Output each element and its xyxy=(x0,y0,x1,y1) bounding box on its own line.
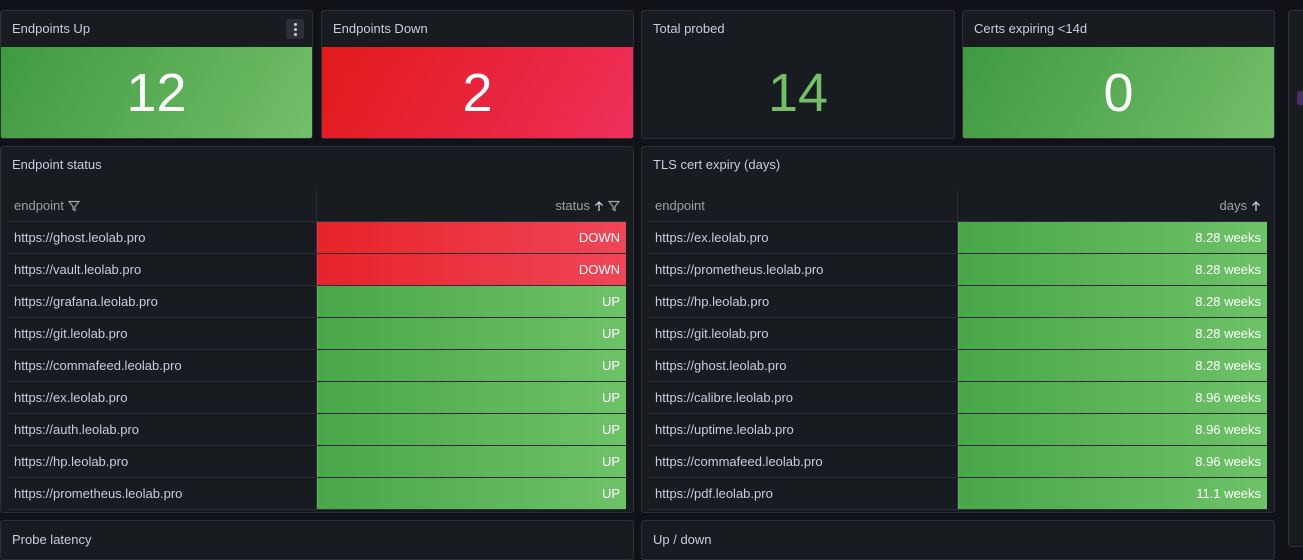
filter-icon[interactable] xyxy=(67,200,80,212)
column-label: endpoint xyxy=(655,197,705,213)
endpoint-cell: https://commafeed.leolab.pro xyxy=(649,445,958,478)
days-cell: 11.1 weeks xyxy=(957,477,1267,510)
column-header-status[interactable]: status xyxy=(316,190,626,222)
table-row: https://hp.leolab.pro UP xyxy=(8,445,626,478)
tls-cert-expiry-panel: TLS cert expiry (days) endpoint days htt… xyxy=(641,146,1275,513)
sort-ascending-icon xyxy=(595,201,603,212)
endpoint-cell: https://git.leolab.pro xyxy=(649,317,958,350)
panel-menu-button[interactable] xyxy=(286,19,304,39)
endpoint-cell: https://ghost.leolab.pro xyxy=(8,221,317,254)
endpoint-status-panel: Endpoint status endpoint status https://… xyxy=(0,146,634,513)
column-label: days xyxy=(1219,197,1247,213)
days-cell: 8.96 weeks xyxy=(957,381,1267,414)
stat-panel-total-probed: Total probed 14 xyxy=(641,10,955,139)
panel-title: Endpoints Down xyxy=(333,21,428,36)
side-panel-toggle[interactable] xyxy=(1297,91,1303,105)
stat-value: 14 xyxy=(767,62,829,123)
days-cell: 8.96 weeks xyxy=(957,413,1267,446)
endpoint-cell: https://ghost.leolab.pro xyxy=(649,349,958,382)
panel-title: Certs expiring <14d xyxy=(974,21,1088,36)
more-vertical-icon xyxy=(293,22,297,37)
stat-value: 2 xyxy=(322,47,633,138)
column-header-endpoint[interactable]: endpoint xyxy=(8,190,317,222)
panel-title: Total probed xyxy=(653,21,725,36)
panel-title: Probe latency xyxy=(12,532,92,547)
table-row: https://auth.leolab.pro UP xyxy=(8,413,626,446)
stat-panel-endpoints-up: Endpoints Up 12 xyxy=(0,10,313,139)
days-cell: 8.28 weeks xyxy=(957,349,1267,382)
side-panel-edge xyxy=(1288,10,1303,547)
table-row: https://git.leolab.pro UP xyxy=(8,317,626,350)
days-cell: 8.28 weeks xyxy=(957,285,1267,318)
table-row: https://commafeed.leolab.pro UP xyxy=(8,349,626,382)
table-row: https://git.leolab.pro 8.28 weeks xyxy=(649,317,1267,350)
stat-value: 0 xyxy=(963,47,1274,138)
table-row: https://ghost.leolab.pro DOWN xyxy=(8,221,626,254)
endpoint-cell: https://git.leolab.pro xyxy=(8,317,317,350)
endpoint-cell: https://grafana.leolab.pro xyxy=(8,285,317,318)
endpoint-cell: https://hp.leolab.pro xyxy=(649,285,958,318)
table-row: https://ghost.leolab.pro 8.28 weeks xyxy=(649,349,1267,382)
table-row: https://calibre.leolab.pro 8.96 weeks xyxy=(649,381,1267,414)
endpoint-cell: https://calibre.leolab.pro xyxy=(649,381,958,414)
table-row: https://pdf.leolab.pro 11.1 weeks xyxy=(649,477,1267,510)
column-header-days[interactable]: days xyxy=(957,190,1267,222)
tls-expiry-table: endpoint days https://ex.leolab.pro 8.28 … xyxy=(649,190,1267,510)
filter-icon[interactable] xyxy=(608,200,620,212)
endpoint-cell: https://prometheus.leolab.pro xyxy=(649,253,958,286)
status-cell: DOWN xyxy=(316,221,626,254)
panel-title: Endpoint status xyxy=(12,157,102,172)
table-row: https://vault.leolab.pro DOWN xyxy=(8,253,626,286)
table-row: https://hp.leolab.pro 8.28 weeks xyxy=(649,285,1267,318)
endpoint-cell: https://hp.leolab.pro xyxy=(8,445,317,478)
status-cell: UP xyxy=(316,477,626,510)
days-cell: 8.96 weeks xyxy=(957,445,1267,478)
status-cell: DOWN xyxy=(316,253,626,286)
column-label: endpoint xyxy=(14,197,64,213)
column-header-endpoint[interactable]: endpoint xyxy=(649,190,958,222)
stat-value: 12 xyxy=(1,47,312,138)
status-cell: UP xyxy=(316,445,626,478)
table-row: https://prometheus.leolab.pro 8.28 weeks xyxy=(649,253,1267,286)
table-row: https://prometheus.leolab.pro UP xyxy=(8,477,626,510)
sort-ascending-icon xyxy=(1252,201,1260,212)
endpoint-cell: https://pdf.leolab.pro xyxy=(649,477,958,510)
table-row: https://ex.leolab.pro 8.28 weeks xyxy=(649,221,1267,254)
endpoint-status-table: endpoint status https://ghost.leolab.pro… xyxy=(8,190,626,510)
endpoint-cell: https://prometheus.leolab.pro xyxy=(8,477,317,510)
table-header-row: endpoint days xyxy=(649,190,1267,222)
up-down-panel: Up / down xyxy=(641,520,1275,560)
table-row: https://uptime.leolab.pro 8.96 weeks xyxy=(649,413,1267,446)
endpoint-cell: https://uptime.leolab.pro xyxy=(649,413,958,446)
table-row: https://grafana.leolab.pro UP xyxy=(8,285,626,318)
endpoint-cell: https://ex.leolab.pro xyxy=(649,221,958,254)
stat-panel-certs-expiring: Certs expiring <14d 0 xyxy=(962,10,1275,139)
endpoint-cell: https://commafeed.leolab.pro xyxy=(8,349,317,382)
panel-title: Up / down xyxy=(653,532,712,547)
table-header-row: endpoint status xyxy=(8,190,626,222)
column-label: status xyxy=(555,197,590,213)
days-cell: 8.28 weeks xyxy=(957,317,1267,350)
stat-panel-endpoints-down: Endpoints Down 2 xyxy=(321,10,634,139)
table-row: https://commafeed.leolab.pro 8.96 weeks xyxy=(649,445,1267,478)
endpoint-cell: https://ex.leolab.pro xyxy=(8,381,317,414)
status-cell: UP xyxy=(316,413,626,446)
days-cell: 8.28 weeks xyxy=(957,253,1267,286)
table-row: https://ex.leolab.pro UP xyxy=(8,381,626,414)
probe-latency-panel: Probe latency xyxy=(0,520,634,560)
panel-title: Endpoints Up xyxy=(12,21,91,36)
endpoint-cell: https://vault.leolab.pro xyxy=(8,253,317,286)
endpoint-cell: https://auth.leolab.pro xyxy=(8,413,317,446)
status-cell: UP xyxy=(316,381,626,414)
status-cell: UP xyxy=(316,285,626,318)
status-cell: UP xyxy=(316,349,626,382)
days-cell: 8.28 weeks xyxy=(957,221,1267,254)
status-cell: UP xyxy=(316,317,626,350)
panel-title: TLS cert expiry (days) xyxy=(653,157,781,172)
